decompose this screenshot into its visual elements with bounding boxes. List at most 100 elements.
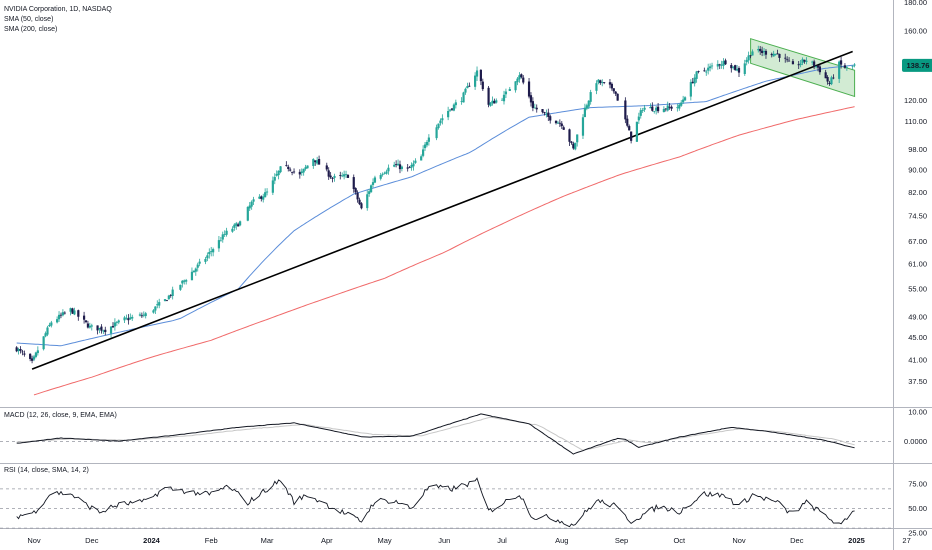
candle-body [676,107,679,109]
time-tick-label: Oct [673,536,686,545]
candle-body [707,67,710,71]
candle-body [17,349,20,352]
candle-body [333,175,336,178]
candle-body [252,199,255,202]
candle-body [803,59,806,62]
price-tick-label: 67.00 [908,237,927,246]
candle-body [273,176,276,181]
macd-signal-line [16,417,855,451]
candle-body [759,48,762,52]
price-tick-label: 120.00 [904,96,927,105]
macd-legend[interactable]: MACD (12, 26, close, 9, EMA, EMA) [4,412,117,419]
rsi-line [16,477,855,528]
candle-body [317,159,321,165]
candle-body [683,97,687,101]
candle-body [762,51,766,53]
candle-body [670,106,673,109]
candle-body [69,308,72,312]
candle-body [233,224,236,228]
sma200-legend[interactable]: SMA (200, close) [4,26,58,33]
candle-body [277,170,280,176]
candle-body [502,94,506,102]
sma50-legend[interactable]: SMA (50, close) [4,16,54,23]
macd-tick-label: 0.0000 [904,437,927,446]
candle-body [643,107,646,110]
candle-body [158,302,161,306]
candle-body [383,172,386,174]
candle-body [479,69,482,82]
candle-body [448,109,452,111]
candle-body [549,116,552,121]
time-tick-label: Feb [205,536,218,545]
candle-body [385,171,388,174]
time-tick-label: Mar [261,536,274,545]
candle-body [845,67,848,69]
candle-body [639,110,642,116]
candle-body [298,171,301,175]
macd-tick-label: 10.00 [908,408,927,417]
candle-body [787,60,791,62]
candle-body [265,191,269,193]
candle-body [194,268,197,272]
rsi-legend[interactable]: RSI (14, close, SMA, 14, 2) [4,467,89,474]
candle-body [279,166,282,173]
candle-body [656,106,660,112]
candle-body [86,323,90,328]
price-tick-label: 37.50 [908,377,927,386]
candle-body [535,107,538,110]
price-tick-label: 74.50 [908,211,927,220]
candle-body [275,174,278,176]
candle-body [495,100,498,103]
candle-body [464,88,467,93]
candle-body [491,100,494,104]
candle-body [352,177,355,190]
symbol-title[interactable]: NVIDIA Corporation, 1D, NASDAQ [4,6,112,13]
candle-body [799,63,802,66]
time-tick-label: Sep [615,536,628,545]
candle-body [393,164,396,167]
candle-body [724,60,727,65]
candle-body [219,240,222,242]
candle-body [343,174,346,177]
candle-body [44,333,47,337]
time-tick-label: Aug [555,536,568,545]
candle-body [818,66,822,73]
candle-body [589,92,592,102]
candle-body [468,85,471,87]
time-tick-label: May [377,536,391,545]
candle-body [156,304,159,306]
candle-body [423,144,427,149]
candle-body [572,143,575,149]
candle-body [814,66,818,68]
candle-body [772,53,775,57]
candle-body [574,142,577,150]
time-tick-label: 2025 [848,536,865,545]
candle-body [354,188,357,193]
candle-body [770,53,773,56]
candle-body [42,336,45,350]
candle-body [289,169,292,171]
candle-body [420,156,423,161]
candle-body [127,318,130,321]
candle-body [406,167,409,169]
candle-body [427,137,430,142]
sma50-line [16,64,855,347]
candle-body [662,109,665,113]
candle-body [57,314,61,320]
price-tick-label: 45.00 [908,333,927,342]
candle-body [111,326,115,328]
candle-body [61,312,64,316]
candle-body [493,100,496,104]
candle-body [531,101,534,109]
candle-body [246,206,249,221]
candle-body [356,192,359,200]
candle-body [231,228,234,232]
candle-body [223,234,226,235]
candle-body [641,109,644,111]
candle-body [601,82,604,83]
candle-body [125,317,128,319]
candle-body [474,75,477,87]
candle-body [838,61,841,79]
candle-body [179,284,182,290]
